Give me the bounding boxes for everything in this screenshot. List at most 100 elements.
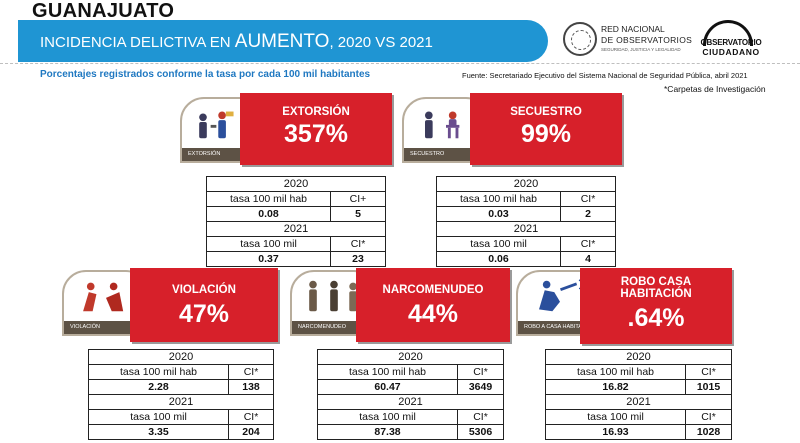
rate-value: 2.28 <box>88 379 229 395</box>
obs-logo-line1: OBSERVATORIO <box>700 38 762 47</box>
rate-value: 87.38 <box>317 424 458 440</box>
kidnapping-card: SECUESTRO 99% <box>470 93 622 165</box>
extortion-icon <box>199 111 234 139</box>
year-2020: 2020 <box>206 176 386 192</box>
table-row: 2021 <box>206 221 386 237</box>
rape-icon <box>83 282 124 312</box>
table-row: 2020 <box>545 349 732 365</box>
kidnapping-rates-table: 2020 tasa 100 mil hab CI* 0.03 2 2021 tasa… <box>436 176 616 267</box>
title-banner: INCIDENCIA DELICTIVA EN AUMENTO, 2020 VS… <box>18 20 548 62</box>
observatorio-ciudadano-logo: OBSERVATORIO CIUDADANO <box>690 18 772 68</box>
year-2021: 2021 <box>436 221 616 237</box>
crime-title: VIOLACIÓN <box>172 284 236 296</box>
table-row: tasa 100 mil CI* <box>317 409 504 425</box>
year-2021: 2021 <box>206 221 386 237</box>
ci-value: 5 <box>330 206 386 222</box>
year-2021: 2021 <box>317 394 504 410</box>
table-row: 60.47 3649 <box>317 379 504 395</box>
source-note: Fuente: Secretariado Ejecutivo del Siste… <box>462 71 748 80</box>
crime-title-line2: HABITACIÓN <box>620 288 692 300</box>
table-row: tasa 100 mil CI* <box>206 236 386 252</box>
rate-header: tasa 100 mil <box>206 236 331 252</box>
footnote: *Carpetas de Investigación <box>664 84 766 94</box>
ci-header: CI* <box>330 236 386 252</box>
ci-header: CI* <box>228 409 274 425</box>
burglary-card: ROBO CASA HABITACIÓN .64% <box>580 268 732 344</box>
kidnapping-icon <box>425 111 460 139</box>
table-row: 0.06 4 <box>436 251 616 267</box>
banner-suffix: , 2020 VS 2021 <box>329 34 433 51</box>
burglary-rates-table: 2020 tasa 100 mil hab CI* 16.82 1015 2021 … <box>545 349 732 440</box>
ci-value: 23 <box>330 251 386 267</box>
red-logo-line1: RED NACIONAL <box>601 24 665 34</box>
table-row: tasa 100 mil hab CI* <box>88 364 274 380</box>
ci-value: 4 <box>560 251 616 267</box>
ci-header: CI* <box>685 364 732 380</box>
rate-header: tasa 100 mil hab <box>545 364 686 380</box>
icon-caption: VIOLACIÓN <box>64 321 148 334</box>
ci-value: 3649 <box>457 379 504 395</box>
divider <box>0 63 800 64</box>
kidnapping-icon-box: SECUESTRO <box>402 97 490 163</box>
ci-header: CI* <box>685 409 732 425</box>
table-row: tasa 100 mil CI* <box>88 409 274 425</box>
icon-caption: SECUESTRO <box>404 148 488 161</box>
red-logo-line2: DE OBSERVATORIOS <box>601 35 693 45</box>
drug-dealing-rates-table: 2020 tasa 100 mil hab CI* 60.47 3649 2021 … <box>317 349 504 440</box>
table-row: 2021 <box>436 221 616 237</box>
rate-header: tasa 100 mil <box>88 409 229 425</box>
ci-value: 5306 <box>457 424 504 440</box>
table-row: 0.37 23 <box>206 251 386 267</box>
extortion-card: EXTORSIÓN 357% <box>240 93 392 165</box>
table-row: 16.93 1028 <box>545 424 732 440</box>
table-row: 2021 <box>88 394 274 410</box>
crime-percent: 357% <box>284 120 348 148</box>
crime-title: SECUESTRO <box>510 106 582 118</box>
table-row: 2020 <box>88 349 274 365</box>
rate-value: 0.37 <box>206 251 331 267</box>
table-row: tasa 100 mil hab CI* <box>317 364 504 380</box>
banner-prefix: INCIDENCIA DELICTIVA EN <box>40 34 235 51</box>
ci-value: 138 <box>228 379 274 395</box>
table-row: tasa 100 mil hab CI* <box>545 364 732 380</box>
table-row: tasa 100 mil hab CI* <box>436 191 616 207</box>
crime-title: NARCOMENUDEO <box>382 284 484 296</box>
red-logo-line3: SEGURIDAD, JUSTICIA Y LEGALIDAD <box>601 47 681 52</box>
rape-card: VIOLACIÓN 47% <box>130 268 278 342</box>
subtitle: Porcentajes registrados conforme la tasa… <box>40 69 371 80</box>
ci-header: CI* <box>457 364 504 380</box>
rate-value: 0.06 <box>436 251 561 267</box>
ci-header: CI* <box>560 191 616 207</box>
table-row: 0.08 5 <box>206 206 386 222</box>
ci-value: 1028 <box>685 424 732 440</box>
rate-header: tasa 100 mil <box>545 409 686 425</box>
crime-percent: 44% <box>407 300 459 328</box>
table-row: 2020 <box>206 176 386 192</box>
crime-percent: .64% <box>627 304 685 332</box>
rate-value: 16.93 <box>545 424 686 440</box>
table-row: tasa 100 mil CI* <box>545 409 732 425</box>
year-2020: 2020 <box>88 349 274 365</box>
table-row: 87.38 5306 <box>317 424 504 440</box>
rape-rates-table: 2020 tasa 100 mil hab CI* 2.28 138 2021 ta… <box>88 349 274 440</box>
crime-title: EXTORSIÓN <box>282 106 350 118</box>
rate-value: 0.03 <box>436 206 561 222</box>
drug-dealing-icon <box>309 280 357 312</box>
table-row: 2021 <box>545 394 732 410</box>
rate-value: 16.82 <box>545 379 686 395</box>
table-row: 0.03 2 <box>436 206 616 222</box>
year-2020: 2020 <box>545 349 732 365</box>
ci-header: CI* <box>457 409 504 425</box>
ci-header: CI* <box>560 236 616 252</box>
year-2021: 2021 <box>545 394 732 410</box>
crime-title-line1: ROBO CASA <box>620 276 692 288</box>
table-row: tasa 100 mil hab CI+ <box>206 191 386 207</box>
icon-caption: NARCOMENUDEO <box>292 321 376 334</box>
ci-header: CI* <box>228 364 274 380</box>
year-2021: 2021 <box>88 394 274 410</box>
rate-header: tasa 100 mil hab <box>88 364 229 380</box>
drug-dealing-card: NARCOMENUDEO 44% <box>356 268 510 342</box>
table-row: tasa 100 mil CI* <box>436 236 616 252</box>
rate-header: tasa 100 mil hab <box>206 191 331 207</box>
